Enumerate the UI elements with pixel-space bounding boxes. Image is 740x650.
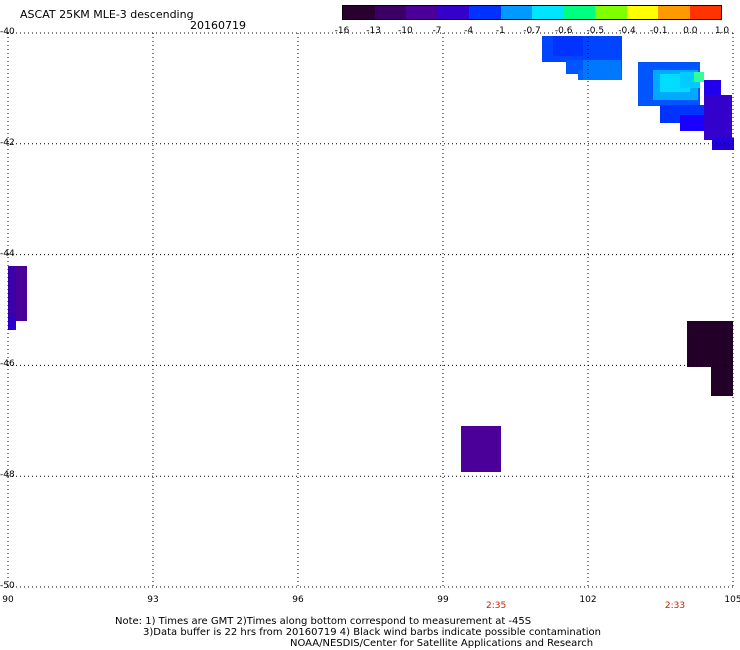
note-line-3: NOAA/NESDIS/Center for Satellite Applica… [290, 638, 594, 649]
colorbar-segment [437, 6, 469, 19]
pass-time-label: 2:33 [664, 601, 686, 611]
wind-swath-cell [687, 321, 733, 367]
wind-swath-cell [553, 36, 583, 56]
colorbar-segment [374, 6, 406, 19]
colorbar-tick-label: -16 [334, 26, 350, 36]
lat-tick-label: -42 [0, 137, 15, 148]
lon-tick-label: 99 [437, 595, 449, 605]
wind-swath-cell [711, 360, 733, 396]
lon-tick-label: 96 [292, 595, 304, 605]
chart-date: 20160719 [190, 19, 246, 32]
lon-tick-label: 105 [724, 595, 740, 605]
lon-tick-label: 90 [2, 595, 14, 605]
colorbar-segment [626, 6, 658, 19]
colorbar-tick-label: 0.0 [683, 26, 698, 36]
colorbar-segment [469, 6, 501, 19]
colorbar-segment [532, 6, 564, 19]
lat-tick-label: -44 [0, 248, 15, 259]
wind-swath-cell [8, 318, 16, 330]
wind-swath-cell [680, 115, 710, 131]
lat-tick-label: -46 [0, 359, 15, 370]
colorbar-tick-label: -0.1 [649, 26, 668, 36]
colorbar-tick-label: 1.0 [714, 26, 730, 36]
colorbar-segment [689, 6, 721, 19]
lon-tick-label: 102 [579, 595, 597, 605]
colorbar-segment [563, 6, 595, 19]
wind-swath-cell [704, 95, 732, 140]
wind-swath-cell [461, 426, 501, 472]
colorbar-tick-label: -0.6 [554, 26, 573, 36]
colorbar [342, 5, 722, 20]
colorbar-tick-label: -7 [432, 26, 442, 36]
colorbar-tick-label: -0.4 [618, 26, 636, 36]
colorbar-labels: -16 -13 -10 -7 -4 -1 -0.7 -0.6 -0.5 -0.4 -0.1 0.0 1.… [330, 26, 734, 38]
lat-tick-label: -50 [0, 581, 15, 591]
colorbar-tick-label: -1 [495, 26, 505, 36]
wind-swath-cell [8, 266, 16, 328]
colorbar-segment [500, 6, 532, 19]
lon-tick-label: 93 [147, 595, 159, 605]
chart-title: ASCAT 25KM MLE-3 descending [20, 8, 194, 21]
colorbar-segment [406, 6, 438, 19]
wind-swath-cell [583, 60, 621, 80]
colorbar-tick-label: -0.7 [523, 26, 541, 36]
colorbar-segment [343, 6, 375, 19]
wind-swath-cell [712, 138, 734, 150]
colorbar-tick-label: -13 [366, 26, 382, 36]
note-line-2: 3)Data buffer is 22 hrs from 20160719 4)… [143, 627, 601, 638]
colorbar-segment [658, 6, 690, 19]
note-line-1: Note: 1) Times are GMT 2)Times along bot… [115, 616, 532, 627]
colorbar-tick-label: -10 [397, 26, 413, 36]
colorbar-tick-label: -0.5 [586, 26, 605, 36]
wind-swath-cell [694, 72, 704, 82]
map-plot [7, 32, 734, 588]
lat-tick-label: -48 [0, 470, 15, 481]
colorbar-tick-label: -4 [464, 26, 474, 36]
pass-time-label: 2:35 [486, 601, 507, 611]
lat-tick-label: -40 [0, 27, 15, 37]
colorbar-segment [595, 6, 627, 19]
